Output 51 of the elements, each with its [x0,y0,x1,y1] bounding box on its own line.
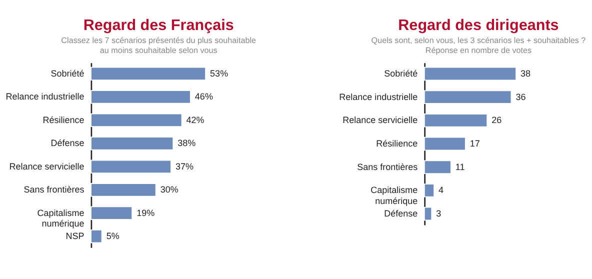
bar [424,114,488,128]
bar [424,136,466,151]
data-label: 30% [160,184,178,195]
data-label: 38 [520,68,531,78]
y-tick-label: Résilience [42,114,84,125]
data-label: 46% [194,92,213,102]
y-tick-label: Résilience [376,138,418,148]
text: Classez les 7 scénarios présentés du plus souhaitable [61,36,256,45]
data-label: 42% [186,114,204,125]
y-tick-label: Capitalisme numérique [370,185,418,206]
y-tick-label: Capitalisme numérique [37,208,84,229]
chart-title: Regard des Français [83,17,234,34]
bar [90,90,191,104]
data-label: 53% [210,68,228,78]
y-tick-label: Relance servicielle [342,115,418,126]
data-label: 4 [438,185,444,196]
data-label: 26 [492,115,502,126]
bar [424,206,432,221]
y-tick-label: Sans frontières [24,184,85,195]
y-tick-label: Sobriété [384,68,418,78]
data-label: 37% [175,161,194,172]
y-tick-label: NSP [66,231,84,242]
data-label: 5% [106,231,120,242]
y-tick-label: Défense [50,138,84,148]
text: au moins souhaitable selon vous [100,46,218,55]
text: Quels sont, selon vous, les 3 scénarios les + souhaitables ? [371,36,586,45]
bar [90,66,206,81]
bar [90,206,133,220]
y-tick-label: Sans frontières [357,162,418,172]
text: Réponse en nombre de votes [425,46,532,55]
chart-title: Regard des dirigeants [398,17,559,34]
bar [90,230,102,244]
bar [90,113,182,128]
bar [90,160,172,174]
bar [90,183,156,197]
bar [424,90,512,104]
bar [90,136,174,150]
y-tick-label: Défense [384,208,418,218]
data-label: 11 [455,162,465,172]
bar [424,160,452,174]
data-label: 3 [436,208,442,218]
data-label: 17 [470,138,480,148]
data-label: 19% [136,208,155,218]
y-tick-label: Relance industrielle [6,92,84,102]
y-tick-label: Relance servicielle [9,161,84,172]
bar [424,66,516,81]
y-tick-label: Relance industrielle [339,92,418,102]
data-label: 36 [516,92,526,102]
data-label: 38% [178,138,196,148]
y-tick-label: Sobriété [50,68,84,78]
bar [424,184,434,198]
